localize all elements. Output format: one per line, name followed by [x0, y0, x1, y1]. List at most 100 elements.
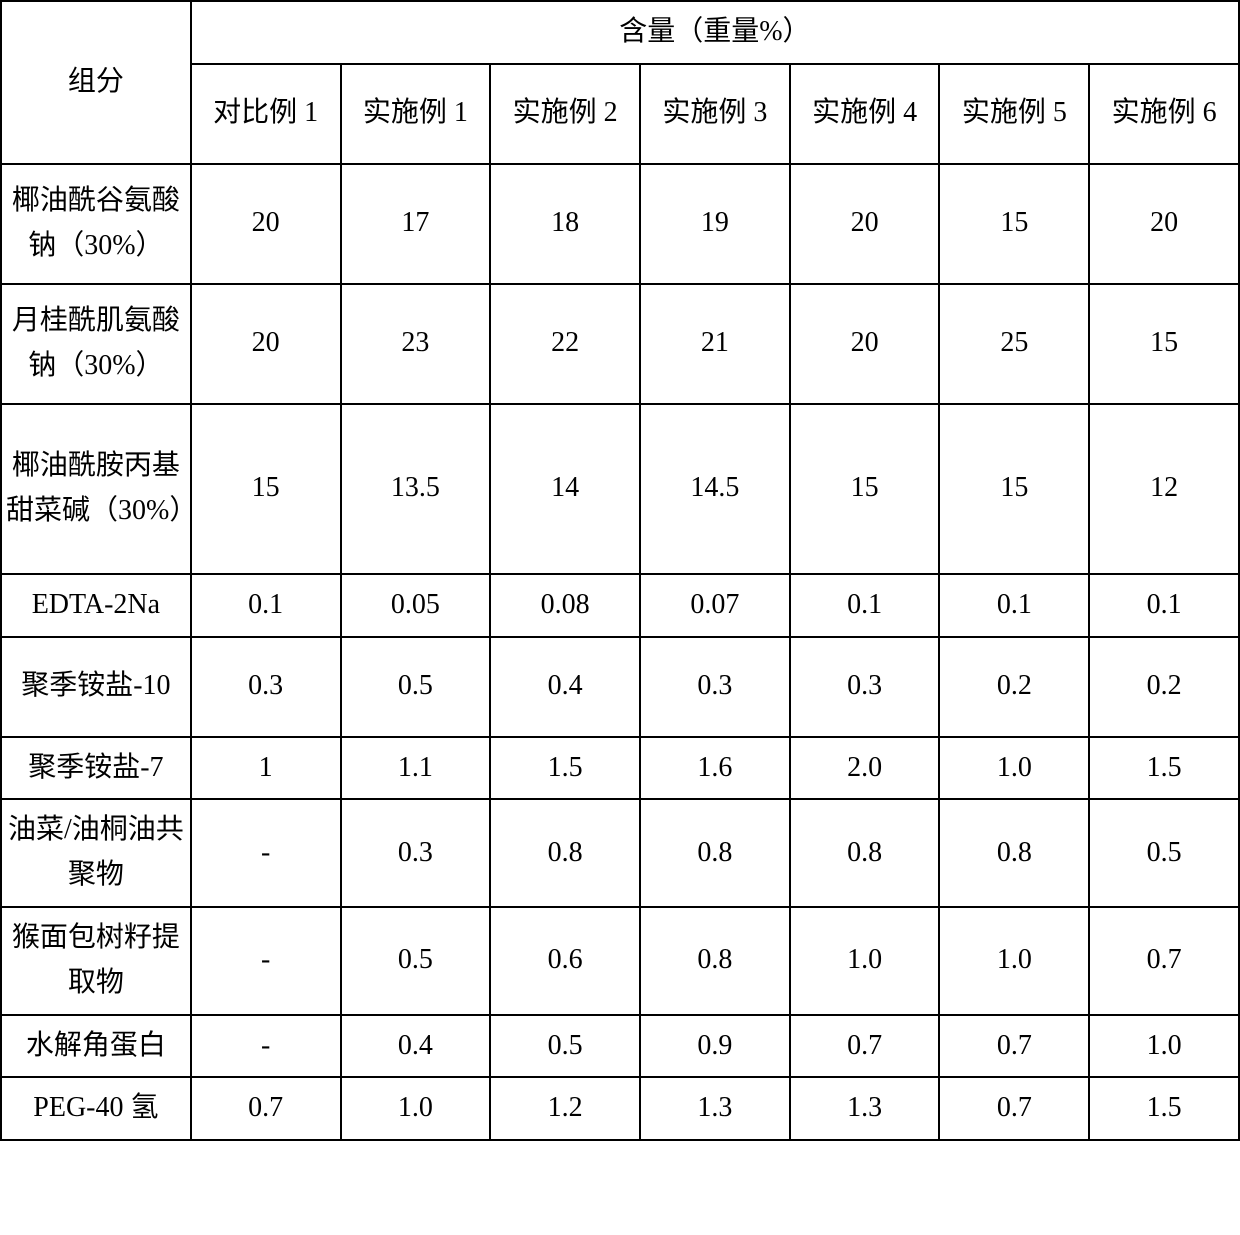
cell: 14.5 [640, 404, 790, 574]
cell: 12 [1089, 404, 1239, 574]
cell: 0.8 [640, 907, 790, 1015]
cell: 0.07 [640, 574, 790, 637]
cell: 0.05 [341, 574, 491, 637]
col-header-1: 实施例 1 [341, 64, 491, 164]
cell: 19 [640, 164, 790, 284]
cell: 0.7 [1089, 907, 1239, 1015]
cell: 0.5 [1089, 799, 1239, 907]
cell: 18 [490, 164, 640, 284]
cell: 20 [1089, 164, 1239, 284]
cell: 1.2 [490, 1077, 640, 1140]
cell: 0.8 [790, 799, 940, 907]
cell: 15 [191, 404, 341, 574]
cell: 15 [1089, 284, 1239, 404]
table-row: 油菜/油桐油共聚物 - 0.3 0.8 0.8 0.8 0.8 0.5 [1, 799, 1239, 907]
table-row: 聚季铵盐-7 1 1.1 1.5 1.6 2.0 1.0 1.5 [1, 737, 1239, 800]
cell: 1.0 [939, 907, 1089, 1015]
cell: 0.7 [790, 1015, 940, 1078]
col-header-6: 实施例 6 [1089, 64, 1239, 164]
cell: 0.3 [790, 637, 940, 737]
cell: 1.5 [1089, 1077, 1239, 1140]
cell: 1.5 [490, 737, 640, 800]
cell: 0.2 [939, 637, 1089, 737]
cell: 20 [191, 284, 341, 404]
cell: - [191, 1015, 341, 1078]
row-label: 聚季铵盐-7 [1, 737, 191, 800]
cell: 13.5 [341, 404, 491, 574]
cell: 0.3 [640, 637, 790, 737]
cell: 0.1 [1089, 574, 1239, 637]
table-row: 椰油酰胺丙基甜菜碱（30%） 15 13.5 14 14.5 15 15 12 [1, 404, 1239, 574]
cell: 17 [341, 164, 491, 284]
cell: 0.1 [790, 574, 940, 637]
col-header-0: 对比例 1 [191, 64, 341, 164]
row-label: 椰油酰谷氨酸钠（30%） [1, 164, 191, 284]
table-row: 猴面包树籽提取物 - 0.5 0.6 0.8 1.0 1.0 0.7 [1, 907, 1239, 1015]
cell: 25 [939, 284, 1089, 404]
cell: 14 [490, 404, 640, 574]
row-label: 月桂酰肌氨酸钠（30%） [1, 284, 191, 404]
cell: 0.5 [341, 907, 491, 1015]
cell: 0.3 [341, 799, 491, 907]
table-row: 月桂酰肌氨酸钠（30%） 20 23 22 21 20 25 15 [1, 284, 1239, 404]
col-header-5: 实施例 5 [939, 64, 1089, 164]
col-header-2: 实施例 2 [490, 64, 640, 164]
cell: 20 [790, 284, 940, 404]
cell: 0.8 [640, 799, 790, 907]
cell: 0.7 [191, 1077, 341, 1140]
cell: 1.3 [790, 1077, 940, 1140]
cell: 1.0 [1089, 1015, 1239, 1078]
cell: 1.0 [341, 1077, 491, 1140]
cell: 23 [341, 284, 491, 404]
cell: - [191, 799, 341, 907]
cell: 0.2 [1089, 637, 1239, 737]
row-label: PEG-40 氢 [1, 1077, 191, 1140]
cell: 2.0 [790, 737, 940, 800]
cell: 15 [790, 404, 940, 574]
cell: 1.6 [640, 737, 790, 800]
cell: 0.6 [490, 907, 640, 1015]
cell: 1.0 [939, 737, 1089, 800]
cell: 21 [640, 284, 790, 404]
cell: 1.3 [640, 1077, 790, 1140]
row-label: 水解角蛋白 [1, 1015, 191, 1078]
cell: 0.7 [939, 1077, 1089, 1140]
col-header-3: 实施例 3 [640, 64, 790, 164]
cell: 0.1 [939, 574, 1089, 637]
row-label: 猴面包树籽提取物 [1, 907, 191, 1015]
row-label: 椰油酰胺丙基甜菜碱（30%） [1, 404, 191, 574]
table-row: 水解角蛋白 - 0.4 0.5 0.9 0.7 0.7 1.0 [1, 1015, 1239, 1078]
cell: 15 [939, 164, 1089, 284]
cell: 0.8 [939, 799, 1089, 907]
component-header: 组分 [1, 1, 191, 164]
content-header: 含量（重量%） [191, 1, 1239, 64]
cell: 0.9 [640, 1015, 790, 1078]
cell: 0.08 [490, 574, 640, 637]
table-row: PEG-40 氢 0.7 1.0 1.2 1.3 1.3 0.7 1.5 [1, 1077, 1239, 1140]
cell: 1 [191, 737, 341, 800]
cell: 0.5 [490, 1015, 640, 1078]
cell: 0.1 [191, 574, 341, 637]
cell: 0.5 [341, 637, 491, 737]
cell: 1.0 [790, 907, 940, 1015]
col-header-4: 实施例 4 [790, 64, 940, 164]
cell: 20 [790, 164, 940, 284]
cell: 0.4 [341, 1015, 491, 1078]
cell: 22 [490, 284, 640, 404]
row-label: 聚季铵盐-10 [1, 637, 191, 737]
cell: 20 [191, 164, 341, 284]
cell: 0.3 [191, 637, 341, 737]
cell: 0.7 [939, 1015, 1089, 1078]
cell: 1.1 [341, 737, 491, 800]
cell: 15 [939, 404, 1089, 574]
row-label: 油菜/油桐油共聚物 [1, 799, 191, 907]
header-row-1: 组分 含量（重量%） [1, 1, 1239, 64]
table-row: 聚季铵盐-10 0.3 0.5 0.4 0.3 0.3 0.2 0.2 [1, 637, 1239, 737]
cell: - [191, 907, 341, 1015]
composition-table: 组分 含量（重量%） 对比例 1 实施例 1 实施例 2 实施例 3 实施例 4… [0, 0, 1240, 1141]
cell: 0.8 [490, 799, 640, 907]
cell: 1.5 [1089, 737, 1239, 800]
table-row: 椰油酰谷氨酸钠（30%） 20 17 18 19 20 15 20 [1, 164, 1239, 284]
table-row: EDTA-2Na 0.1 0.05 0.08 0.07 0.1 0.1 0.1 [1, 574, 1239, 637]
row-label: EDTA-2Na [1, 574, 191, 637]
